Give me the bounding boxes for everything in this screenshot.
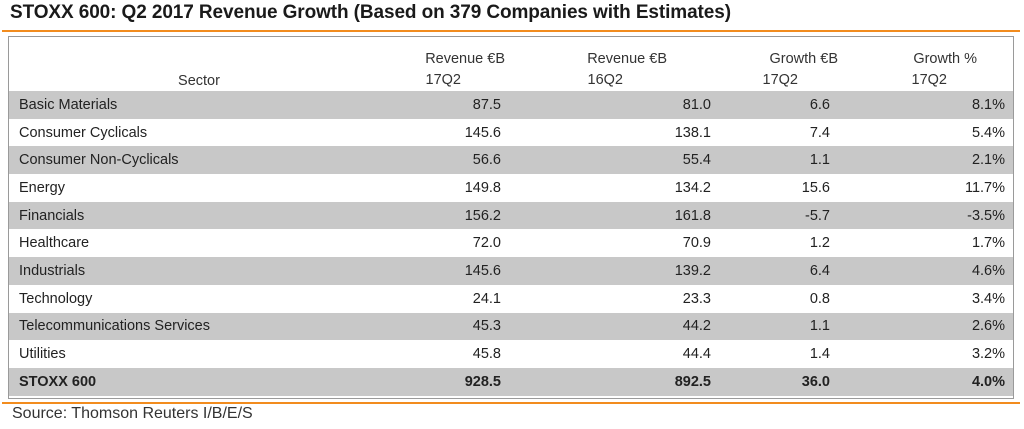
total-growth-eur-cell: 36.0 bbox=[719, 367, 838, 396]
sector-cell: Consumer Non-Cyclicals bbox=[9, 146, 389, 175]
column-subheader-revenue-17q2: 17Q2 bbox=[425, 72, 461, 88]
total-revenue-17q2-cell: 928.5 bbox=[389, 367, 509, 396]
revenue-16q2-cell: 23.3 bbox=[682, 290, 711, 307]
column-header-growth-pct: Growth % bbox=[913, 51, 977, 67]
growth-pct-cell: 5.4% bbox=[971, 124, 1005, 141]
chart-title: STOXX 600: Q2 2017 Revenue Growth (Based… bbox=[10, 2, 731, 23]
table-row-utilities: Utilities 45.8 44.4 1.4 3.2% bbox=[9, 340, 1013, 368]
revenue-17q2-cell: 72.0 bbox=[472, 235, 501, 252]
revenue-17q2-cell: 87.5 bbox=[389, 91, 509, 119]
revenue-17q2-cell: 145.6 bbox=[464, 124, 501, 141]
revenue-16q2-cell: 81.0 bbox=[509, 91, 719, 119]
total-revenue-16q2-cell: 892.5 bbox=[509, 367, 719, 396]
table-frame bbox=[8, 36, 1014, 399]
growth-pct-cell: 4.6% bbox=[838, 257, 1013, 285]
revenue-17q2-cell: 56.6 bbox=[389, 146, 509, 175]
table-row-consumer-non-cyclicals: Consumer Non-Cyclicals 56.6 55.4 1.1 2.1… bbox=[9, 146, 1013, 175]
revenue-growth-table: Sector Revenue €B Revenue €B Growth €B G… bbox=[9, 37, 1013, 396]
table-row-healthcare: Healthcare 72.0 70.9 1.2 1.7% bbox=[9, 229, 1013, 257]
table-row-total: STOXX 600 928.5 892.5 36.0 4.0% bbox=[9, 367, 1013, 396]
total-growth-pct-cell: 4.0% bbox=[838, 367, 1013, 396]
revenue-16q2-cell: 139.2 bbox=[509, 257, 719, 285]
table-row-basic-materials: Basic Materials 87.5 81.0 6.6 8.1% bbox=[9, 91, 1013, 119]
table-row-financials: Financials 156.2 161.8 -5.7 -3.5% bbox=[9, 201, 1013, 230]
growth-eur-cell: 1.1 bbox=[719, 146, 838, 175]
revenue-17q2-cell: 45.3 bbox=[389, 312, 509, 341]
sector-cell: Utilities bbox=[19, 346, 66, 363]
table-header: Sector Revenue €B Revenue €B Growth €B G… bbox=[9, 37, 1013, 91]
sector-cell: Technology bbox=[19, 290, 93, 307]
sector-cell: Financials bbox=[9, 201, 389, 230]
growth-pct-cell: 3.2% bbox=[971, 346, 1005, 363]
growth-pct-cell: 1.7% bbox=[971, 235, 1005, 252]
revenue-17q2-cell: 24.1 bbox=[472, 290, 501, 307]
growth-pct-cell: 2.1% bbox=[838, 146, 1013, 175]
column-header-revenue-17q2: Revenue €B bbox=[425, 51, 505, 67]
revenue-16q2-cell: 44.2 bbox=[509, 312, 719, 341]
table-row-technology: Technology 24.1 23.3 0.8 3.4% bbox=[9, 285, 1013, 313]
growth-eur-cell: 1.4 bbox=[809, 346, 830, 363]
revenue-17q2-cell: 45.8 bbox=[472, 346, 501, 363]
table-row-telecommunications-services: Telecommunications Services 45.3 44.2 1.… bbox=[9, 312, 1013, 341]
growth-pct-cell: 2.6% bbox=[838, 312, 1013, 341]
revenue-17q2-cell: 156.2 bbox=[389, 201, 509, 230]
sector-cell: Telecommunications Services bbox=[9, 312, 389, 341]
column-header-sector: Sector bbox=[178, 73, 220, 89]
growth-pct-cell: 8.1% bbox=[838, 91, 1013, 119]
growth-eur-cell: 0.8 bbox=[809, 290, 830, 307]
growth-eur-cell: 15.6 bbox=[801, 179, 830, 196]
growth-eur-cell: 6.6 bbox=[719, 91, 838, 119]
column-header-revenue-16q2: Revenue €B bbox=[587, 51, 667, 67]
column-subheader-revenue-16q2: 16Q2 bbox=[587, 72, 623, 88]
table-row-energy: Energy 149.8 134.2 15.6 11.7% bbox=[9, 174, 1013, 202]
column-header-growth-eur: Growth €B bbox=[769, 51, 839, 67]
revenue-16q2-cell: 70.9 bbox=[682, 235, 711, 252]
column-subheader-growth-eur: 17Q2 bbox=[762, 72, 798, 88]
table-row-consumer-cyclicals: Consumer Cyclicals 145.6 138.1 7.4 5.4% bbox=[9, 119, 1013, 147]
growth-pct-cell: 11.7% bbox=[964, 179, 1005, 196]
sector-cell: Industrials bbox=[9, 257, 389, 285]
growth-eur-cell: 6.4 bbox=[719, 257, 838, 285]
sector-cell: Healthcare bbox=[19, 235, 90, 252]
growth-eur-cell: 1.2 bbox=[809, 235, 830, 252]
growth-eur-cell: 7.4 bbox=[809, 124, 830, 141]
revenue-16q2-cell: 161.8 bbox=[509, 201, 719, 230]
sector-cell: Basic Materials bbox=[9, 91, 389, 119]
sector-cell: Energy bbox=[19, 179, 65, 196]
source-note: Source: Thomson Reuters I/B/E/S bbox=[12, 405, 253, 422]
table-body: Basic Materials 87.5 81.0 6.6 8.1% Consu… bbox=[9, 91, 1013, 396]
growth-eur-cell: -5.7 bbox=[719, 201, 838, 230]
revenue-16q2-cell: 134.2 bbox=[674, 179, 711, 196]
revenue-17q2-cell: 145.6 bbox=[389, 257, 509, 285]
table-row-industrials: Industrials 145.6 139.2 6.4 4.6% bbox=[9, 257, 1013, 285]
revenue-17q2-cell: 149.8 bbox=[464, 179, 501, 196]
top-accent-rule bbox=[2, 30, 1020, 32]
total-sector-cell: STOXX 600 bbox=[9, 367, 389, 396]
column-subheader-growth-pct: 17Q2 bbox=[911, 72, 947, 88]
bottom-accent-rule bbox=[2, 402, 1020, 404]
growth-eur-cell: 1.1 bbox=[719, 312, 838, 341]
revenue-16q2-cell: 138.1 bbox=[674, 124, 711, 141]
sector-cell: Consumer Cyclicals bbox=[19, 124, 148, 141]
growth-pct-cell: 3.4% bbox=[971, 290, 1005, 307]
growth-pct-cell: -3.5% bbox=[838, 201, 1013, 230]
revenue-16q2-cell: 55.4 bbox=[509, 146, 719, 175]
revenue-16q2-cell: 44.4 bbox=[682, 346, 711, 363]
